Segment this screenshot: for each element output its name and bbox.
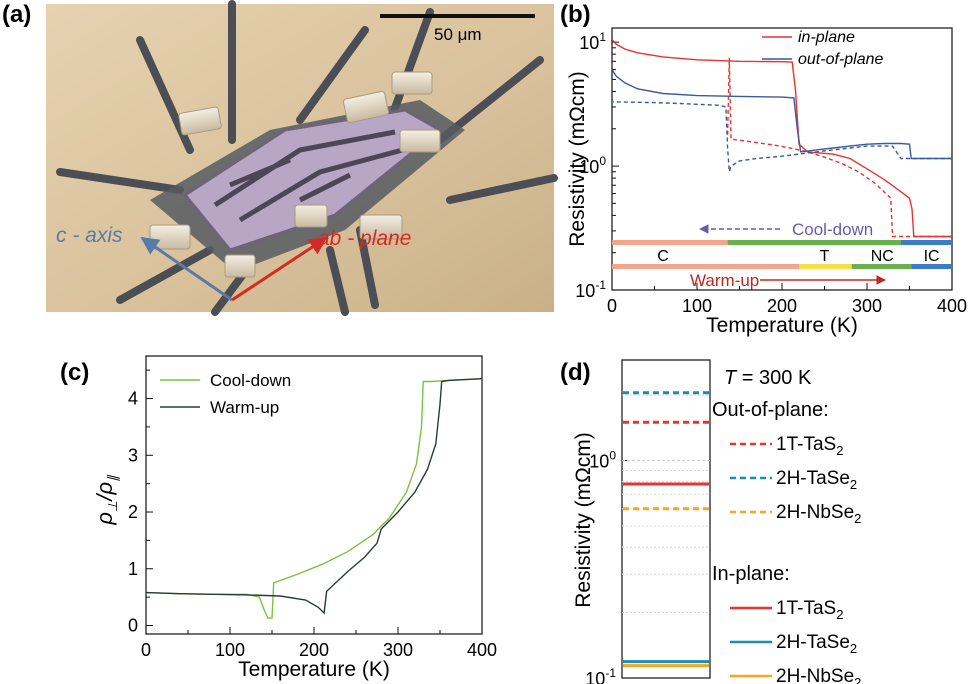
legend-group-title: In-plane: xyxy=(712,563,790,585)
y-tick-label-d: 100 xyxy=(589,449,616,472)
panel-label-b: (b) xyxy=(560,1,591,28)
c-axis-label: c - axis xyxy=(56,224,123,247)
c-axis-arrow xyxy=(140,236,233,302)
y-axis-label-d: Resistivity (mΩcm) xyxy=(572,432,595,608)
plot-frame-c xyxy=(145,355,483,635)
phase-segment-cool-C xyxy=(612,240,728,245)
plot-frame-d xyxy=(621,359,711,679)
y-tick-label-b: 10-1 xyxy=(575,278,606,301)
ab-plane-arrow xyxy=(231,236,328,302)
y-tick-label-c: 3 xyxy=(128,445,138,465)
panel-b: (b) 0 100 200 300 400 10-1 100 101 C T NC IC in-pl… xyxy=(560,1,967,337)
x-tick-label-c: 200 xyxy=(299,640,329,660)
x-tick-label-b: 200 xyxy=(767,296,797,316)
x-tick-label-c: 400 xyxy=(467,640,497,660)
panel-d: (d) 10-1 100 Resistivity (mΩcm) T = 300 K… xyxy=(560,359,861,684)
resistivity-markers xyxy=(623,391,709,668)
legend-d: T = 300 K Out-of-plane: 1T-TaS2 2H-TaSe2 2H-… xyxy=(712,367,861,684)
y-tick-label-b: 101 xyxy=(579,30,606,53)
phase-label: T xyxy=(820,248,830,265)
legend-group-title: Out-of-plane: xyxy=(712,399,829,421)
panel-c: (c) 0 100 200 300 400 0 1 2 3 4 Cool-down Warm-up… xyxy=(60,355,497,681)
panel-a: 50 μm c - axis ab - plane (a) xyxy=(2,0,558,316)
y-tick-label-c: 1 xyxy=(128,559,138,579)
x-tick-label-c: 300 xyxy=(383,640,413,660)
scale-bar-label: 50 μm xyxy=(434,25,482,44)
phase-label: NC xyxy=(871,248,894,265)
legend-label-2h-nbse: 2H-NbSe2 xyxy=(776,502,861,526)
series-line-Warm-up xyxy=(146,378,482,615)
cool-down-label: Cool-down xyxy=(792,220,873,239)
x-tick-label-b: 400 xyxy=(937,296,967,316)
x-axis-label-c: Temperature (K) xyxy=(238,658,390,681)
ab-plane-label: ab - plane xyxy=(318,227,411,250)
phase-segment-warm-IC xyxy=(911,264,952,269)
warm-up-label: Warm-up xyxy=(690,271,759,290)
legend-label-2h-nbse: 2H-NbSe2 xyxy=(776,666,861,684)
panel-label-a: (a) xyxy=(2,1,31,28)
y-tick-label-b: 100 xyxy=(579,154,606,177)
x-axis-label-b: Temperature (K) xyxy=(706,314,858,337)
series-line-in-plane-dashed xyxy=(726,57,952,238)
phase-segment-warm-T xyxy=(799,264,852,269)
phase-label: IC xyxy=(924,248,940,265)
axis-ticks-d: 10-1 100 xyxy=(585,394,710,684)
legend-b: in-plane out-of-plane xyxy=(762,29,883,68)
phase-segment-warm-C xyxy=(612,264,799,269)
axis-ticks-c: 0 100 200 300 400 0 1 2 3 4 xyxy=(128,369,497,660)
phase-segment-cool-IC xyxy=(901,240,952,245)
svg-text:ρ⊥/ρ∥: ρ⊥/ρ∥ xyxy=(92,474,120,526)
legend-label-1t-tas: 1T-TaS2 xyxy=(776,598,843,622)
panel-label-c: (c) xyxy=(60,359,89,386)
phase-bars: C T NC IC xyxy=(612,240,952,269)
series-line-out-of-plane-dashed xyxy=(612,101,952,172)
etched-channels xyxy=(213,129,411,223)
x-tick-label-c: 100 xyxy=(215,640,245,660)
legend-label-warm-up: Warm-up xyxy=(210,398,279,417)
x-tick-label-b: 100 xyxy=(682,296,712,316)
series-line-in-plane-solid xyxy=(612,39,952,238)
y-axis-label-b: Resistivity (mΩcm) xyxy=(566,71,589,247)
legend-label-cool-down: Cool-down xyxy=(210,371,291,390)
phase-segment-cool-NC xyxy=(727,240,901,245)
panel-label-d: (d) xyxy=(560,359,591,386)
series-line-Cool-down xyxy=(146,378,482,619)
legend-label-2h-tase: 2H-TaSe2 xyxy=(776,468,857,492)
x-tick-label-b: 300 xyxy=(852,296,882,316)
y-axis-label-c: ρ⊥/ρ∥ xyxy=(92,474,120,526)
legend-label-2h-tase: 2H-TaSe2 xyxy=(776,632,857,656)
temperature-label: T = 300 K xyxy=(724,367,812,389)
resistivity-curves xyxy=(612,39,952,238)
y-tick-label-d: 10-1 xyxy=(585,666,616,684)
y-tick-label-c: 0 xyxy=(128,615,138,635)
y-tick-label-c: 2 xyxy=(128,502,138,522)
series-line-out-of-plane-solid xyxy=(612,69,952,160)
x-tick-label-b: 0 xyxy=(607,296,617,316)
phase-segment-warm-NC xyxy=(851,264,912,269)
axis-ticks-b: 0 100 200 300 400 10-1 100 101 xyxy=(575,30,967,316)
y-tick-label-c: 4 xyxy=(128,389,138,409)
legend-label-1t-tas: 1T-TaS2 xyxy=(776,434,843,458)
legend-label-out-of-plane: out-of-plane xyxy=(798,51,883,68)
anisotropy-curves xyxy=(146,378,482,619)
x-tick-label-c: 0 xyxy=(141,640,151,660)
contact-pads xyxy=(149,71,441,278)
phase-label: C xyxy=(657,248,669,265)
legend-label-in-plane: in-plane xyxy=(798,29,855,46)
legend-c: Cool-down Warm-up xyxy=(160,371,291,417)
